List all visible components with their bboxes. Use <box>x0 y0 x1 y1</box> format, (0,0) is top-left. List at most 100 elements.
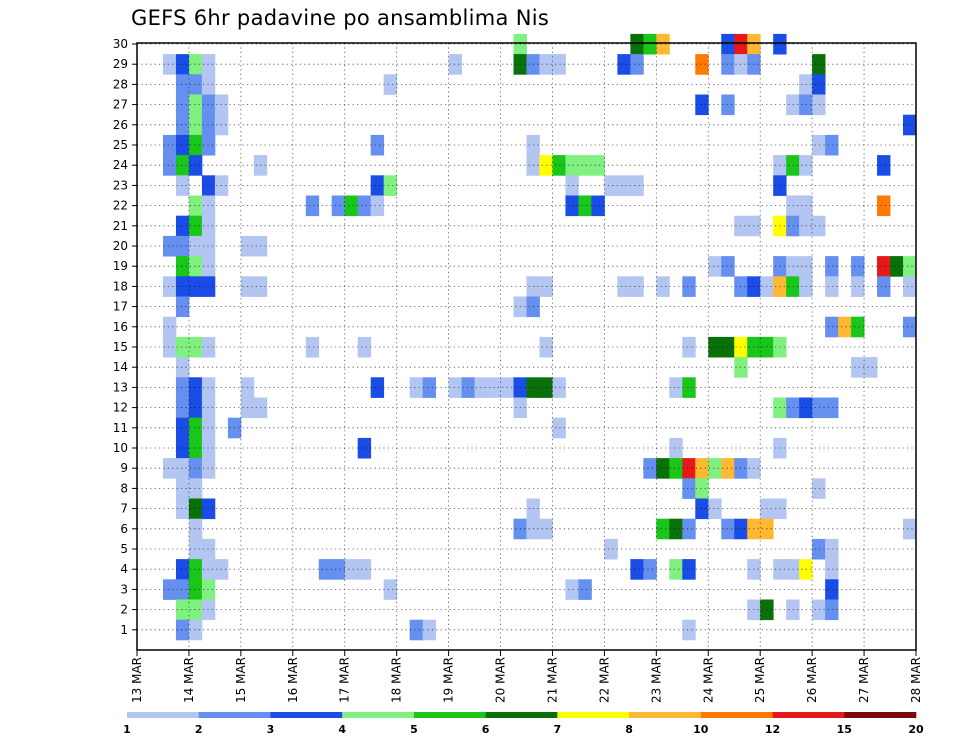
heatmap-cell <box>201 397 216 419</box>
heatmap-cell <box>175 276 190 297</box>
heatmap-cell <box>682 336 696 358</box>
heatmap-cell <box>188 417 203 439</box>
heatmap-cell <box>201 175 216 196</box>
heatmap-cell <box>630 175 644 196</box>
heatmap-cell <box>175 458 190 479</box>
heatmap-cell <box>162 316 177 338</box>
heatmap-cell <box>188 155 203 176</box>
y-tick-label: 10 <box>113 441 128 455</box>
heatmap-cell <box>682 619 696 641</box>
heatmap-cell <box>630 54 644 75</box>
heatmap-cell <box>708 256 722 277</box>
x-tick-label: 26 MAR <box>805 657 819 703</box>
heatmap-cell <box>669 458 683 479</box>
heatmap-cell <box>695 478 709 499</box>
heatmap-cell <box>695 94 709 116</box>
heatmap-cell <box>903 276 917 297</box>
legend-swatch <box>413 712 486 718</box>
y-tick-label: 16 <box>113 320 128 334</box>
y-tick-label: 27 <box>113 98 128 112</box>
heatmap-cell <box>682 518 696 540</box>
heatmap-cell <box>162 54 177 75</box>
y-tick-label: 14 <box>113 360 128 374</box>
legend-swatch <box>700 712 773 718</box>
y-tick-label: 18 <box>113 279 128 293</box>
heatmap-cell <box>188 538 203 560</box>
chart-title: GEFS 6hr padavine po ansamblima Nis <box>131 6 550 30</box>
heatmap-cell <box>812 599 826 621</box>
heatmap-cell <box>175 579 190 600</box>
heatmap-cell <box>318 559 333 580</box>
y-tick-label: 23 <box>113 178 128 192</box>
heatmap-cell <box>344 559 359 580</box>
heatmap-cell <box>175 175 190 196</box>
y-tick-label: 28 <box>113 77 128 91</box>
heatmap-cell <box>838 316 852 338</box>
x-tick-label: 22 MAR <box>597 657 611 703</box>
heatmap-cell <box>812 397 826 419</box>
y-tick-label: 24 <box>113 158 128 172</box>
legend-swatch <box>270 712 343 718</box>
heatmap-cell <box>565 195 579 217</box>
heatmap-cell <box>682 377 696 398</box>
heatmap-cell <box>851 357 865 378</box>
heatmap-cell <box>188 276 203 297</box>
heatmap-cell <box>903 316 917 338</box>
heatmap-cell <box>201 114 216 136</box>
heatmap-cell <box>370 195 385 217</box>
y-tick-label: 2 <box>120 603 128 617</box>
heatmap-cell <box>539 336 553 358</box>
legend-label: 7 <box>554 723 562 736</box>
heatmap-cell <box>188 498 203 520</box>
heatmap-cell <box>175 74 190 95</box>
heatmap-cell <box>175 397 190 419</box>
heatmap-cell <box>162 155 177 176</box>
x-tick-label: 15 MAR <box>234 657 248 703</box>
heatmap-cell <box>825 316 839 338</box>
heatmap-cell <box>201 215 216 237</box>
heatmap-cell <box>383 74 398 95</box>
heatmap-cell <box>682 478 696 499</box>
heatmap-cell <box>162 458 177 479</box>
heatmap-cell <box>344 195 359 217</box>
heatmap-cell <box>578 195 592 217</box>
legend-label: 4 <box>338 723 346 736</box>
heatmap-cell <box>305 336 320 358</box>
heatmap-cell <box>188 54 203 75</box>
heatmap-cell <box>643 559 657 580</box>
legend-swatch <box>557 712 630 718</box>
heatmap-cell <box>461 377 475 398</box>
heatmap-cell <box>552 377 566 398</box>
heatmap-cell <box>175 256 190 277</box>
y-tick-label: 20 <box>113 239 128 253</box>
heatmap-cell <box>188 458 203 479</box>
heatmap-cell <box>188 215 203 237</box>
heatmap-cell <box>578 579 592 600</box>
heatmap-cell <box>617 175 631 196</box>
heatmap-cell <box>552 54 566 75</box>
heatmap-cell <box>656 458 670 479</box>
heatmap-cell <box>188 478 203 499</box>
x-tick-label: 16 MAR <box>286 657 300 703</box>
legend-swatch <box>485 712 558 718</box>
heatmap-cell <box>201 94 216 116</box>
heatmap-cell <box>552 417 566 439</box>
heatmap-cell <box>201 458 216 479</box>
heatmap-cell <box>903 518 917 540</box>
y-tick-label: 17 <box>113 300 128 314</box>
axes-layer: 1234567891011121314151617181920212223242… <box>113 37 923 703</box>
y-tick-label: 7 <box>120 502 128 516</box>
y-tick-label: 19 <box>113 259 128 273</box>
heatmap-cell <box>695 458 709 479</box>
heatmap-cell <box>825 134 839 156</box>
heatmap-cell <box>422 619 437 641</box>
heatmap-cell <box>201 195 216 217</box>
y-tick-label: 11 <box>113 421 128 435</box>
legend-swatch <box>342 712 415 718</box>
y-tick-label: 30 <box>113 37 128 51</box>
heatmap-cell <box>708 336 722 358</box>
heatmap-cell <box>357 559 372 580</box>
heatmap-cell <box>890 256 904 277</box>
heatmap-cell <box>864 357 878 378</box>
legend-label: 12 <box>765 723 780 736</box>
